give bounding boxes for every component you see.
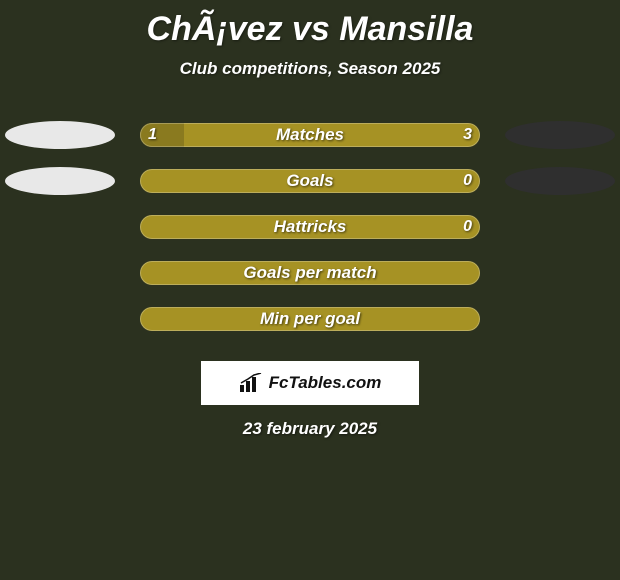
stat-bar-fill xyxy=(140,123,184,147)
stat-row: 1 3 Matches xyxy=(0,119,620,165)
stats-container: 1 3 Matches 0 Goals 0 Hattricks Goals pe… xyxy=(0,119,620,349)
player-left-marker xyxy=(5,121,115,149)
stat-row: 0 Goals xyxy=(0,165,620,211)
stat-row: 0 Hattricks xyxy=(0,211,620,257)
stat-bar-track xyxy=(140,169,480,193)
stat-bar-track xyxy=(140,123,480,147)
source-logo-text: FcTables.com xyxy=(269,373,382,393)
page-subtitle: Club competitions, Season 2025 xyxy=(0,59,620,79)
player-right-marker xyxy=(505,167,615,195)
date-label: 23 february 2025 xyxy=(0,419,620,439)
player-left-marker xyxy=(5,167,115,195)
stat-row: Min per goal xyxy=(0,303,620,349)
stat-row: Goals per match xyxy=(0,257,620,303)
page-title: ChÃ¡vez vs Mansilla xyxy=(0,0,620,49)
stat-bar-track xyxy=(140,307,480,331)
chart-icon xyxy=(239,373,263,393)
source-logo: FcTables.com xyxy=(201,361,419,405)
stat-bar-track xyxy=(140,261,480,285)
player-right-marker xyxy=(505,121,615,149)
stat-bar-track xyxy=(140,215,480,239)
